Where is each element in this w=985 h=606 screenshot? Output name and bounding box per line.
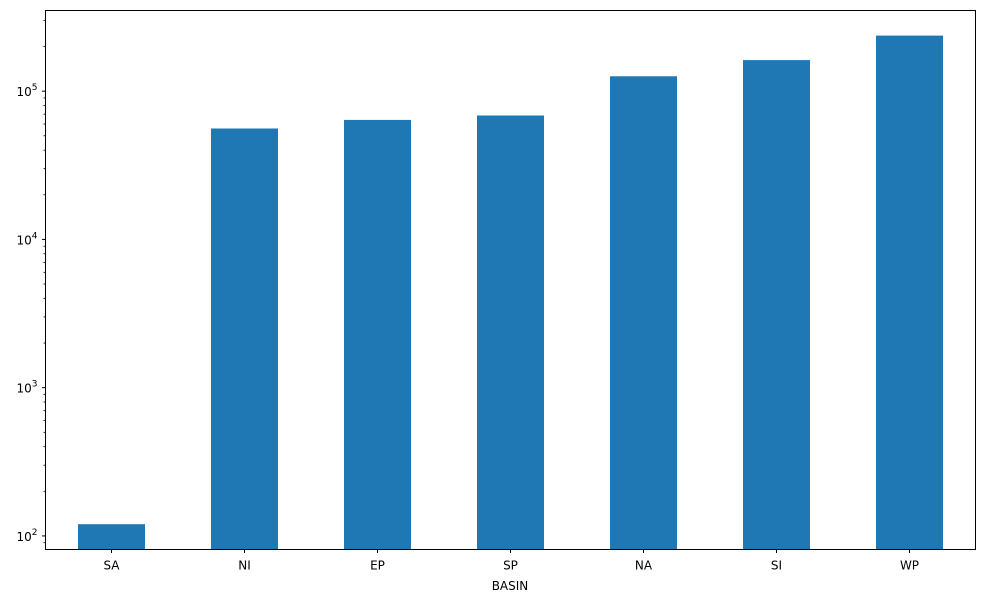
bar-wp [876, 35, 943, 550]
bar-sp [477, 115, 544, 550]
x-axis-label: BASIN [492, 579, 529, 593]
y-tick-label: 103 [16, 380, 37, 396]
x-tick-label: NI [238, 559, 251, 573]
x-tick-label: SP [503, 559, 518, 573]
x-tick-label: EP [370, 559, 385, 573]
y-tick-label: 102 [16, 528, 37, 544]
bar-sa [78, 524, 145, 550]
x-tick-label: SA [103, 559, 120, 573]
x-tick-label: SI [771, 559, 782, 573]
bars-layer [78, 35, 943, 550]
x-tick-label: WP [900, 559, 919, 573]
y-tick-label: 104 [16, 231, 37, 247]
bar-na [610, 76, 677, 550]
y-tick-label: 105 [16, 83, 37, 99]
bar-ni [211, 128, 278, 550]
x-axis: SA NI EP SP NA SI WP [103, 549, 919, 573]
x-tick-label: NA [635, 559, 653, 573]
bar-si [743, 60, 810, 550]
bar-ep [344, 119, 411, 550]
y-axis: 102 103 104 105 [16, 20, 46, 544]
